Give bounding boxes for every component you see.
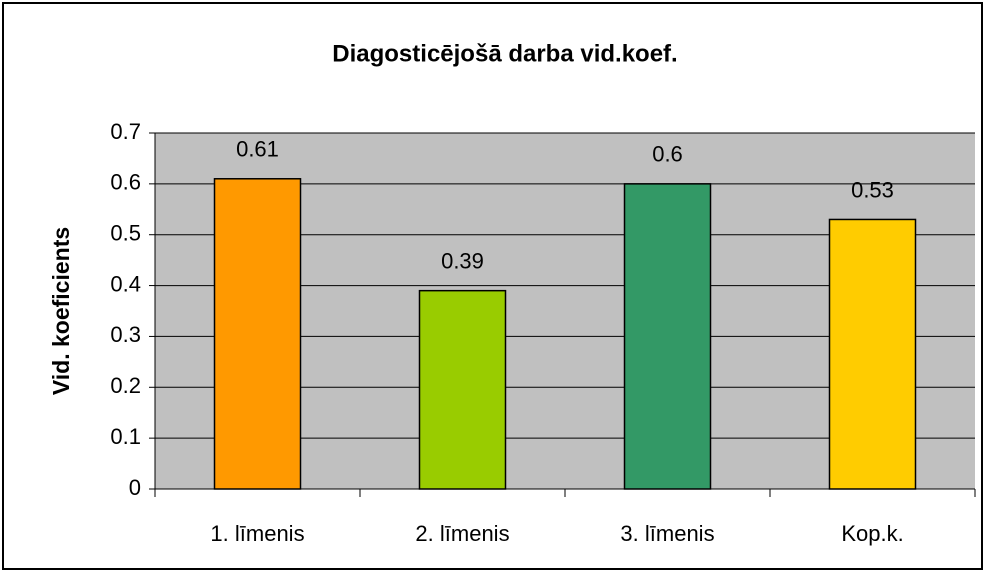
y-tick-label: 0.7 — [110, 119, 141, 144]
chart-title: Diagosticējošā darba vid.koef. — [332, 40, 677, 67]
y-tick-label: 0.5 — [110, 221, 141, 246]
y-tick-label: 0.4 — [110, 271, 141, 296]
x-tick-label: 3. līmenis — [620, 521, 714, 546]
data-label: 0.6 — [652, 142, 683, 167]
y-tick-label: 0.3 — [110, 322, 141, 347]
data-label: 0.39 — [441, 248, 484, 273]
bar — [418, 289, 507, 490]
data-label: 0.61 — [236, 137, 279, 162]
y-tick-label: 0.6 — [110, 170, 141, 195]
y-tick-label: 0.1 — [110, 424, 141, 449]
bar — [623, 183, 712, 490]
bar — [828, 218, 917, 490]
x-tick-label: Kop.k. — [841, 521, 903, 546]
x-tick-label: 2. līmenis — [415, 521, 509, 546]
x-tick-label: 1. līmenis — [210, 521, 304, 546]
y-tick-label: 0 — [129, 475, 141, 500]
y-tick-label: 0.2 — [110, 373, 141, 398]
y-axis-label: Vid. koeficients — [48, 227, 74, 395]
bar — [213, 178, 302, 490]
data-label: 0.53 — [851, 177, 894, 202]
